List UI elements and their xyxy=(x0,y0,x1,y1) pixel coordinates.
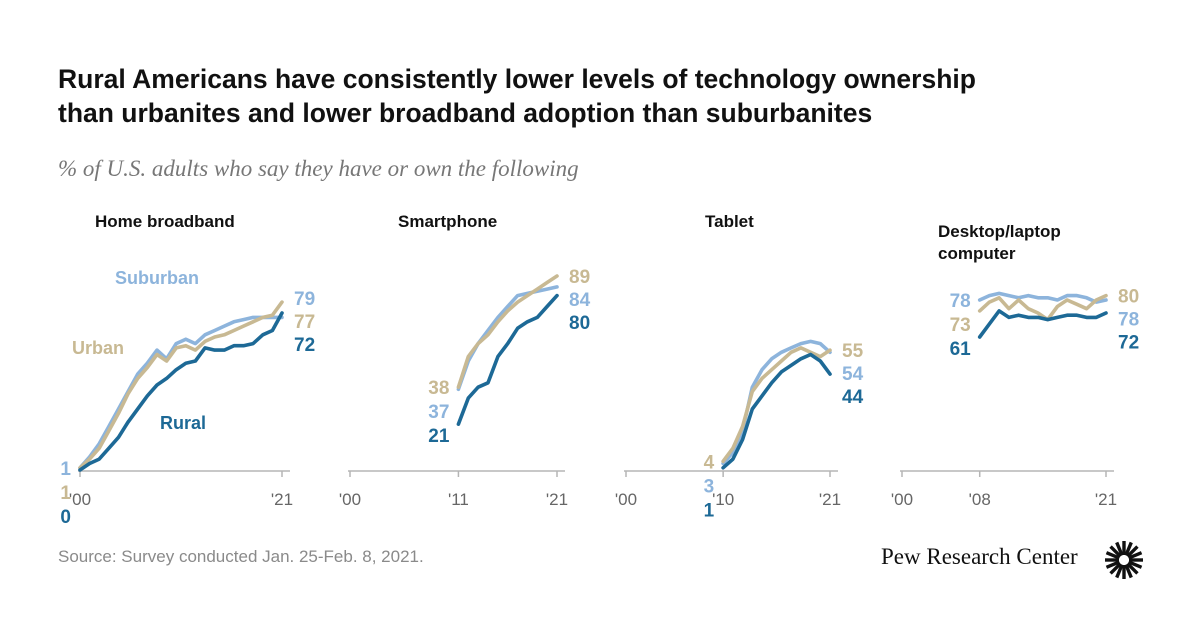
series-line-suburban xyxy=(977,291,1108,304)
start-value-label-suburban: 3 xyxy=(704,476,715,497)
end-value-label-urban: 77 xyxy=(294,312,315,333)
start-value-label-urban: 38 xyxy=(428,378,449,399)
series-name-label-suburban: Suburban xyxy=(115,268,199,288)
series-name-label-urban: Urban xyxy=(72,338,124,358)
series-line-suburban xyxy=(78,315,284,470)
chart-title: Rural Americans have consistently lower … xyxy=(58,62,1158,130)
end-value-label-suburban: 84 xyxy=(569,290,591,311)
panel-title-1: Home broadband xyxy=(95,212,235,231)
chart-title-line-1: Rural Americans have consistently lower … xyxy=(58,64,976,94)
chart-title-line-2: than urbanites and lower broadband adopt… xyxy=(58,98,873,128)
x-tick-label: '21 xyxy=(271,490,293,509)
series-line-urban xyxy=(977,293,1108,322)
start-value-label-suburban: 1 xyxy=(60,459,71,480)
x-tick-label: '00 xyxy=(69,490,91,509)
end-value-label-urban: 55 xyxy=(842,341,864,362)
end-value-label-urban: 80 xyxy=(1118,287,1139,308)
panel-title-4-line-2: computer xyxy=(938,244,1016,263)
source-note: Source: Survey conducted Jan. 25-Feb. 8,… xyxy=(58,547,424,566)
start-value-label-rural: 21 xyxy=(428,426,450,447)
start-value-label-rural: 1 xyxy=(704,500,715,521)
panel-title-2: Smartphone xyxy=(398,212,497,231)
x-tick-label: '11 xyxy=(448,490,469,509)
end-value-label-urban: 89 xyxy=(569,267,590,288)
end-value-label-rural: 72 xyxy=(1118,333,1139,354)
end-value-label-suburban: 78 xyxy=(1118,310,1139,331)
series-line-urban xyxy=(721,346,832,464)
start-value-label-urban: 73 xyxy=(950,315,971,336)
x-tick-label: '10 xyxy=(712,490,734,509)
series-line-rural xyxy=(78,311,284,472)
series-name-label-rural: Rural xyxy=(160,413,206,433)
end-value-label-suburban: 54 xyxy=(842,364,864,385)
end-value-label-suburban: 79 xyxy=(294,289,315,310)
x-tick-label: '00 xyxy=(891,490,913,509)
x-tick-label: '08 xyxy=(969,490,991,509)
end-value-label-rural: 72 xyxy=(294,335,315,356)
end-value-label-rural: 44 xyxy=(842,387,864,408)
x-tick-label: '00 xyxy=(339,490,361,509)
start-value-label-suburban: 78 xyxy=(950,291,971,312)
series-line-urban xyxy=(456,274,559,389)
start-value-label-urban: 1 xyxy=(60,483,71,504)
start-value-label-suburban: 37 xyxy=(428,402,449,423)
x-tick-label: '21 xyxy=(819,490,841,509)
panel-title-3: Tablet xyxy=(705,212,754,231)
end-value-label-rural: 80 xyxy=(569,313,590,334)
brand-name: Pew Research Center xyxy=(881,544,1078,569)
x-tick-label: '00 xyxy=(615,490,637,509)
series-line-suburban xyxy=(456,285,559,392)
series-line-rural xyxy=(456,293,559,426)
series-line-urban xyxy=(78,300,284,470)
series-line-rural xyxy=(721,352,832,470)
pew-logo-icon xyxy=(1105,541,1143,579)
start-value-label-rural: 61 xyxy=(950,339,972,360)
series-line-rural xyxy=(977,309,1108,339)
panel-title-4-line-1: Desktop/laptop xyxy=(938,222,1061,241)
x-tick-label: '21 xyxy=(1095,490,1117,509)
start-value-label-rural: 0 xyxy=(60,507,71,528)
start-value-label-urban: 4 xyxy=(704,452,715,473)
x-tick-label: '21 xyxy=(546,490,568,509)
chart-subtitle: % of U.S. adults who say they have or ow… xyxy=(58,156,579,181)
